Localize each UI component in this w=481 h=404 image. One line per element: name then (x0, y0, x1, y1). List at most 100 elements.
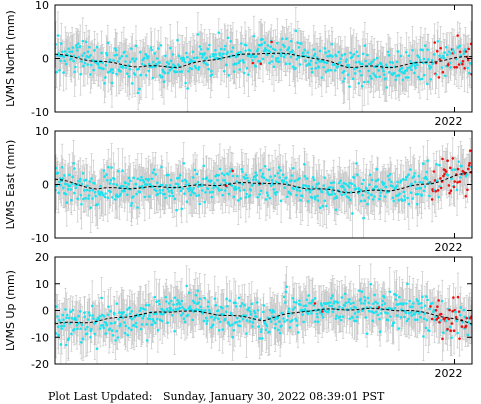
data-point (121, 184, 125, 188)
data-point (98, 193, 102, 197)
data-point (421, 181, 424, 184)
data-point (418, 77, 422, 81)
data-point (298, 176, 301, 180)
data-point (406, 66, 409, 70)
data-point (283, 186, 287, 190)
data-point (368, 183, 371, 186)
data-point (113, 198, 117, 201)
data-point (111, 68, 114, 71)
data-point (418, 180, 422, 184)
data-point (115, 193, 118, 197)
data-point (175, 70, 179, 74)
data-point (308, 63, 312, 66)
data-point (226, 50, 229, 54)
data-point (205, 56, 209, 60)
data-point (263, 164, 267, 168)
data-point (195, 194, 198, 198)
data-point (333, 192, 337, 196)
data-point (65, 201, 69, 204)
data-point (232, 195, 236, 199)
data-point (110, 166, 113, 169)
data-point (78, 45, 82, 48)
data-point (240, 42, 243, 45)
data-point (193, 192, 196, 195)
data-point (89, 53, 92, 57)
data-point (282, 55, 286, 59)
data-point (164, 184, 168, 187)
data-point (56, 54, 59, 57)
data-point (323, 47, 327, 50)
data-point (464, 48, 467, 51)
data-point (329, 53, 332, 57)
data-point (244, 196, 248, 199)
data-point (84, 178, 88, 182)
data-point (101, 191, 104, 195)
data-point (163, 71, 167, 75)
data-point (158, 188, 162, 192)
data-point (123, 50, 126, 54)
data-point (210, 69, 213, 73)
data-point (460, 164, 463, 168)
data-point (386, 50, 390, 54)
data-point (396, 180, 399, 184)
trend-line (55, 52, 472, 69)
data-point (176, 38, 179, 42)
data-point (148, 183, 152, 186)
data-point (81, 172, 85, 175)
data-point (215, 173, 218, 177)
data-point (167, 190, 171, 193)
data-point (352, 53, 356, 56)
data-point (318, 206, 322, 210)
data-point (345, 58, 348, 62)
data-point (305, 177, 309, 180)
data-point (269, 175, 272, 178)
data-point (351, 212, 354, 215)
data-point (392, 199, 395, 203)
data-point (203, 52, 207, 55)
data-point (124, 181, 127, 185)
data-point (62, 71, 65, 74)
data-point (187, 70, 190, 73)
data-point (154, 173, 157, 176)
data-point (299, 42, 303, 45)
recent-point (449, 189, 453, 193)
data-point (357, 60, 361, 64)
data-point (275, 190, 279, 194)
data-point (61, 50, 64, 54)
data-point (159, 191, 162, 195)
recent-point (452, 185, 456, 189)
data-point (283, 45, 286, 48)
data-point (132, 176, 135, 180)
data-point (146, 55, 150, 58)
data-point (363, 44, 367, 47)
data-point (169, 59, 173, 63)
recent-point (433, 41, 437, 44)
data-point (196, 185, 200, 188)
data-point (179, 189, 183, 193)
data-point (59, 59, 62, 63)
data-point (229, 39, 232, 43)
data-point (351, 77, 355, 81)
data-point (413, 71, 416, 75)
data-point (237, 186, 241, 190)
data-point (236, 174, 239, 178)
data-point (378, 197, 381, 201)
data-point (236, 51, 240, 55)
recent-point (259, 62, 263, 66)
data-point (290, 179, 293, 182)
data-point (138, 87, 141, 91)
data-point (399, 179, 403, 182)
data-point (451, 48, 455, 51)
data-point (362, 216, 365, 220)
data-point (74, 44, 78, 47)
data-point (458, 44, 462, 48)
data-point (268, 50, 272, 54)
data-point (197, 68, 200, 71)
data-point (101, 61, 104, 64)
data-point (281, 173, 285, 177)
data-point (138, 190, 142, 194)
data-point (239, 197, 243, 200)
data-point (326, 68, 330, 72)
data-point (272, 65, 276, 69)
